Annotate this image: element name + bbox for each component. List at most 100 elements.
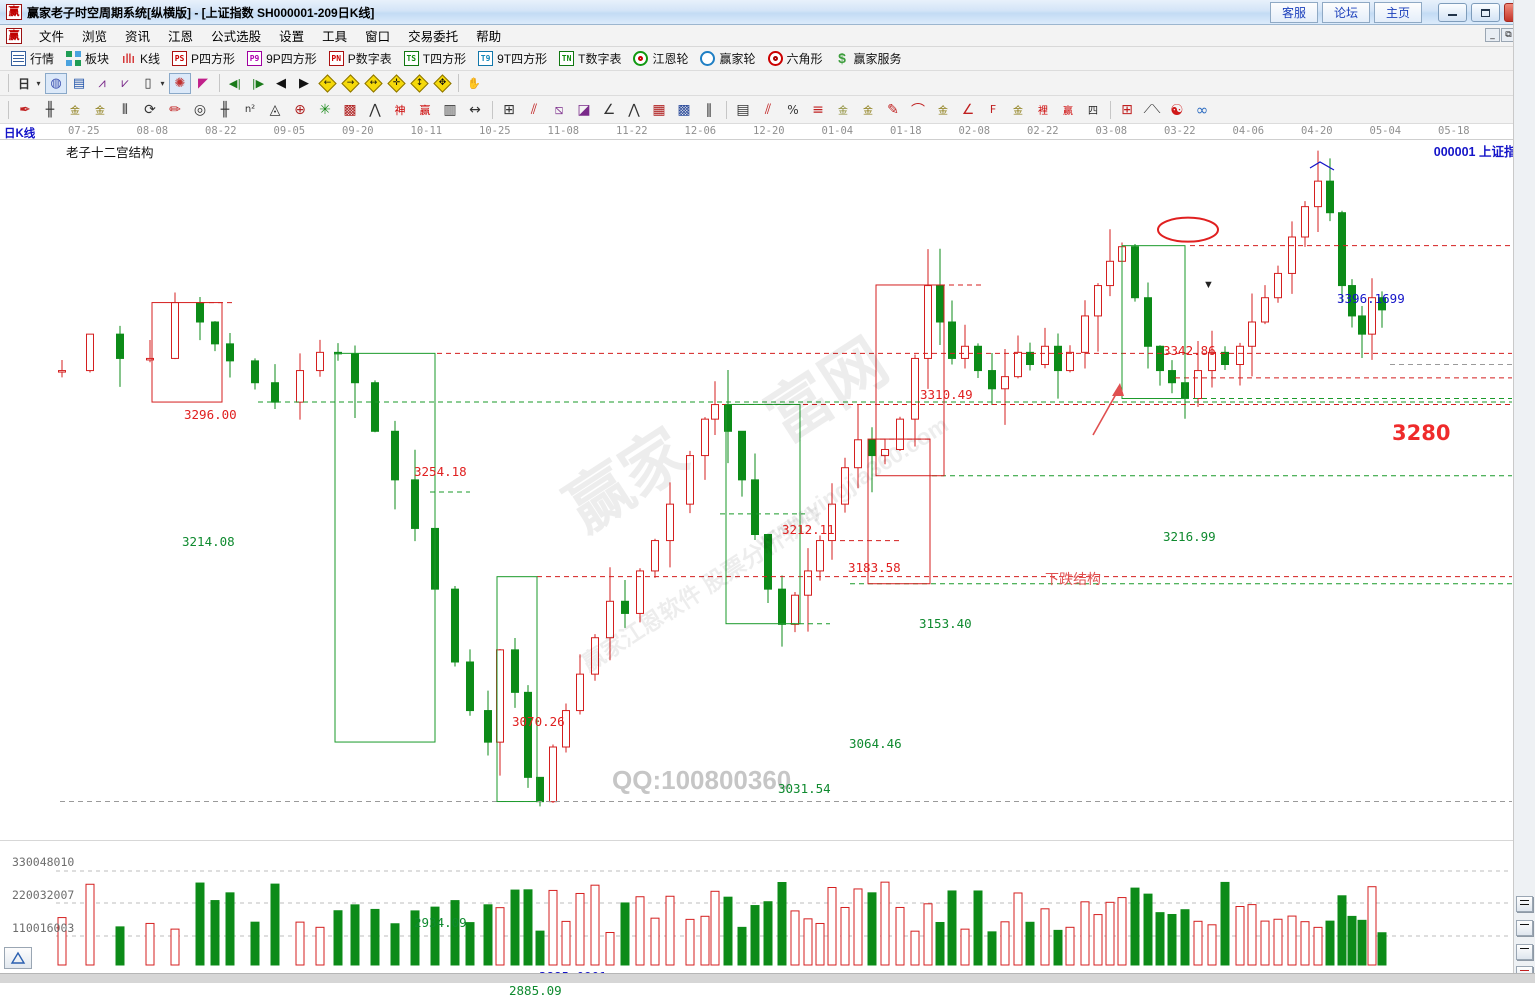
gann-gold-2-button[interactable]: 金 [88,98,112,122]
si-line-button[interactable]: 四 [1081,98,1105,122]
forum-button[interactable]: 论坛 [1322,2,1370,23]
triangle-tool-button[interactable]: ◬ [263,98,287,122]
module-9t-square[interactable]: T9 9T四方形 [473,49,552,68]
shen-tool-button[interactable]: 神 [388,98,412,122]
module-p-square[interactable]: PS P四方形 [167,49,240,68]
scale-down-button[interactable] [1516,920,1533,936]
grid-red-button[interactable]: ▦ [647,98,671,122]
structure-tool-button[interactable]: ✺ [169,72,191,94]
cursor-tool-button[interactable]: ✒ [13,98,37,122]
peak-tool-button[interactable]: ⋀ [363,98,387,122]
fan-tool-button[interactable]: ⫴ [113,98,137,122]
pen-red-button[interactable]: ✎ [881,98,905,122]
fan-box-button[interactable]: ⧅ [547,98,571,122]
module-9p-square[interactable]: P9 9P四方形 [242,49,322,68]
menu-item-file[interactable]: 文件 [39,30,65,44]
zoom-horizontal-button[interactable]: ↔ [362,73,384,94]
zoom-fit-button[interactable]: ✥ [431,73,453,94]
wave-9-button[interactable]: ⩗ [114,73,136,94]
menu-item-gann[interactable]: 江恩 [168,30,194,44]
pointer-hand-button[interactable]: ✋ [463,73,485,94]
line-chart-button[interactable]: ⟋⟍ [1140,98,1164,122]
menu-item-formula-stock-pick[interactable]: 公式选股 [211,30,262,44]
grid-cell-button[interactable]: ⊞ [1115,98,1139,122]
minimize-button[interactable] [1438,3,1467,22]
shift-left-button[interactable]: ← [316,73,338,94]
module-quotes[interactable]: 行情 [6,49,59,68]
spiral-tool-button[interactable]: ⟳ [138,98,162,122]
module-kline[interactable]: ıllı K线 [116,49,165,68]
nav-prev-button[interactable]: ◀ [270,73,292,94]
wave-3-button[interactable]: ⩘ [91,73,113,94]
scale-reset-button[interactable] [1516,944,1533,960]
volume-pane[interactable]: 2885.0901330048010220032007110016003 [0,840,1535,970]
ladder-chart-button[interactable]: ▤ [731,98,755,122]
menu-item-settings[interactable]: 设置 [279,30,305,44]
measure-tool-button[interactable]: ↔ [463,98,487,122]
percent-button[interactable]: % [781,98,805,122]
taiji-button[interactable]: ☯ [1165,98,1189,122]
gold-fan-button[interactable]: 金 [1006,98,1030,122]
overlay-chart-button[interactable]: ◍ [45,72,67,94]
draw-pen-button[interactable]: ✏ [163,98,187,122]
zoom-vertical-button[interactable]: ↕ [408,73,430,94]
angle-line-button[interactable]: ∠ [956,98,980,122]
ying-tool-button[interactable]: 赢 [413,98,437,122]
module-winner-service[interactable]: $ 赢家服务 [830,49,907,68]
f-line-button[interactable]: F [981,98,1005,122]
price-pane[interactable]: 赢家 富网 赢家江恩软件 股票分析软件 www.yingjia360.com Q… [0,140,1535,840]
infinity-button[interactable]: ∞ [1190,98,1214,122]
menu-item-window[interactable]: 窗口 [365,30,391,44]
scale-up-button[interactable] [1516,896,1533,912]
gann-gold-1-button[interactable]: 金 [63,98,87,122]
module-hexagon[interactable]: 六角形 [763,49,828,68]
fan-grid-button[interactable]: ◪ [572,98,596,122]
menu-item-browse[interactable]: 浏览 [82,30,108,44]
fan-red-button[interactable]: ⫽ [522,98,546,122]
shift-right-button[interactable]: → [339,73,361,94]
right-scroll-column[interactable] [1513,0,1535,983]
trend-line-button[interactable]: ∠ [597,98,621,122]
square-of-nine-button[interactable]: n² [238,98,262,122]
zigzag-button[interactable]: ⋀ [622,98,646,122]
module-p-number-table[interactable]: PN P数字表 [324,49,397,68]
period-dropdown-button[interactable]: ▾ [36,78,41,88]
menu-item-news[interactable]: 资讯 [125,30,151,44]
ladder-tool-button[interactable]: ▥ [438,98,462,122]
grid-blue-button[interactable]: ▩ [672,98,696,122]
report-doc-button[interactable]: ▤ [68,73,90,94]
maximize-button[interactable] [1471,3,1500,22]
menu-item-help[interactable]: 帮助 [476,30,502,44]
percent-line-button[interactable]: ≡ [806,98,830,122]
gold-line-button[interactable]: 金 [856,98,880,122]
period-select-button[interactable]: 日 [17,76,30,91]
percent-fan-button[interactable]: ⫽ [756,98,780,122]
gold-circle-button[interactable]: 金 [831,98,855,122]
customer-service-button[interactable]: 客服 [1270,2,1318,23]
nav-last-button[interactable]: |▶ [247,73,269,94]
menu-item-trade-order[interactable]: 交易委托 [408,30,459,44]
gold-ratio-button[interactable]: 金 [931,98,955,122]
homepage-button[interactable]: 主页 [1374,2,1422,23]
module-winner-wheel[interactable]: 赢家轮 [695,49,760,68]
module-gann-wheel[interactable]: 江恩轮 [628,49,693,68]
nav-next-button[interactable]: ▶ [293,73,315,94]
frame-tool-button[interactable]: ⊞ [497,98,521,122]
nav-first-button[interactable]: ◀| [224,73,246,94]
ying-line-button[interactable]: 赢 [1056,98,1080,122]
chart-dropdown-marker[interactable]: ▼ [1203,279,1214,291]
parallel-lines-button[interactable]: ∥ [697,98,721,122]
module-t-number-table[interactable]: TN T数字表 [554,49,626,68]
zoom-both-button[interactable]: ✛ [385,73,407,94]
volume-profile-button[interactable]: ◤ [192,73,214,94]
indicator-toggle-button[interactable] [4,947,32,969]
module-t-square[interactable]: TS T四方形 [399,49,471,68]
crosshair-green-button[interactable]: ✳ [313,98,337,122]
grid-lines-button[interactable]: ╫ [213,98,237,122]
circle-tool-button[interactable]: ◎ [188,98,212,122]
candle-dropdown-button[interactable]: ▾ [160,78,165,88]
module-sector[interactable]: 板块 [61,49,114,68]
li-line-button[interactable]: 裡 [1031,98,1055,122]
crosshair-tool-button[interactable]: ⊕ [288,98,312,122]
fib-arc-button[interactable]: ⌒ [906,98,930,122]
